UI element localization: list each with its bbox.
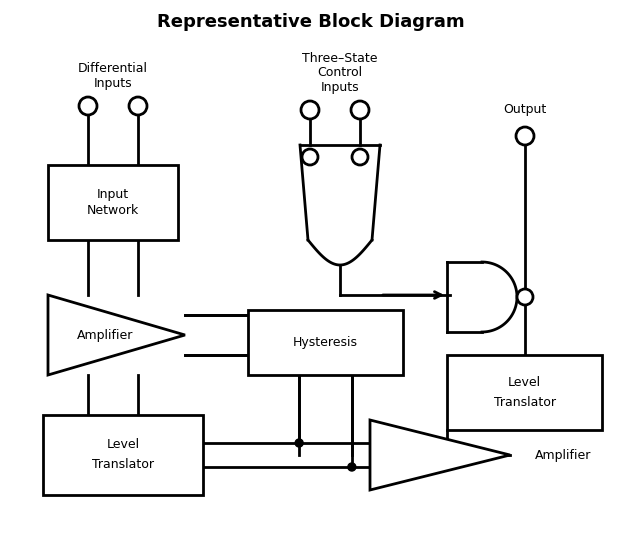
Circle shape bbox=[517, 289, 533, 305]
Bar bbox=[248, 310, 403, 375]
Bar bbox=[48, 165, 178, 240]
Text: Amplifier: Amplifier bbox=[77, 329, 133, 341]
Circle shape bbox=[302, 149, 318, 165]
Text: Translator: Translator bbox=[493, 396, 556, 409]
Circle shape bbox=[301, 101, 319, 119]
Polygon shape bbox=[48, 295, 185, 375]
Text: Inputs: Inputs bbox=[321, 81, 359, 95]
Bar bbox=[447, 355, 602, 430]
Text: Control: Control bbox=[318, 66, 363, 80]
Circle shape bbox=[348, 463, 356, 471]
Circle shape bbox=[129, 97, 147, 115]
Circle shape bbox=[516, 127, 534, 145]
Text: Differential: Differential bbox=[78, 61, 148, 75]
Text: Input: Input bbox=[97, 188, 129, 201]
Bar bbox=[43, 415, 203, 495]
Text: Hysteresis: Hysteresis bbox=[293, 336, 358, 349]
Text: Level: Level bbox=[107, 438, 140, 452]
Text: Translator: Translator bbox=[92, 458, 154, 471]
Circle shape bbox=[351, 101, 369, 119]
Text: Amplifier: Amplifier bbox=[535, 448, 591, 462]
Text: Three–State: Three–State bbox=[302, 51, 378, 65]
Polygon shape bbox=[370, 420, 510, 490]
Circle shape bbox=[79, 97, 97, 115]
Text: Representative Block Diagram: Representative Block Diagram bbox=[157, 13, 465, 31]
Text: Inputs: Inputs bbox=[93, 76, 132, 90]
Text: Output: Output bbox=[503, 104, 546, 116]
Text: Network: Network bbox=[87, 204, 139, 217]
Circle shape bbox=[295, 439, 303, 447]
Circle shape bbox=[352, 149, 368, 165]
Text: Level: Level bbox=[508, 376, 541, 389]
